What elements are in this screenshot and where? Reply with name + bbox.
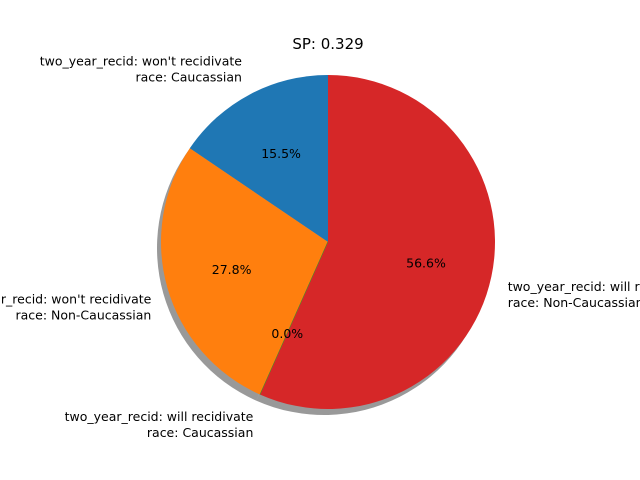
slice-percent-label-1: 27.8% bbox=[212, 262, 252, 277]
slice-category-label-2: two_year_recid: will recidivate race: Cau… bbox=[65, 409, 254, 440]
slice-category-label-0: two_year_recid: won't recidivate race: Ca… bbox=[40, 54, 243, 85]
slice-label-line2-3: race: Non-Caucassian bbox=[508, 295, 640, 310]
slice-percent-label-0: 15.5% bbox=[261, 146, 301, 161]
slice-percent-label-3: 56.6% bbox=[406, 255, 446, 270]
slice-label-line1-2: two_year_recid: will recidivate bbox=[65, 409, 254, 424]
pie-slice-0 bbox=[189, 75, 328, 242]
slice-percent-label-2: 0.0% bbox=[271, 326, 303, 341]
pie-slice-1 bbox=[160, 148, 328, 395]
slice-label-line2-1: race: Non-Caucassian bbox=[15, 307, 151, 322]
chart-title: SP: 0.329 bbox=[292, 35, 363, 53]
pie-slice-3 bbox=[260, 75, 495, 409]
slice-label-line2-2: race: Caucassian bbox=[147, 425, 253, 440]
slice-label-line2-0: race: Caucassian bbox=[135, 70, 241, 85]
slice-label-line1-1: two_year_recid: won't recidivate bbox=[0, 291, 152, 306]
slice-label-line1-3: two_year_recid: will recidivate bbox=[508, 279, 640, 294]
slice-label-line1-0: two_year_recid: won't recidivate bbox=[40, 54, 243, 69]
